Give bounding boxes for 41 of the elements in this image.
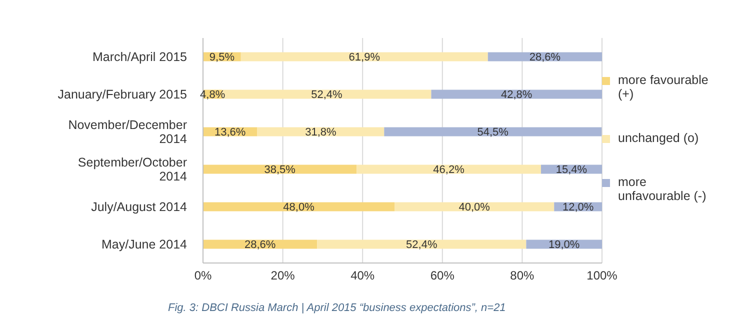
data-label: 52,4% [311,89,342,102]
x-tick-label: 60% [430,268,455,283]
x-tick-label: 80% [510,268,535,283]
x-tick-label: 0% [194,268,212,283]
bar [356,164,541,174]
y-tick-label: May/June 2014 [102,237,188,252]
data-label: 42,8% [501,89,532,102]
bar [384,127,602,136]
y-tick-label: January/February 2015 [58,87,188,102]
data-label: 12,0% [562,202,594,214]
legend-label: unchanged (o) [618,131,700,145]
y-tick-label: March/April 2015 [92,50,188,64]
data-label: 19,0% [548,239,580,252]
y-tick-label: September/October 2014 [78,155,188,184]
caption: Fig. 3: DBCI Russia March | April 2015 “business expectations”, n=21 [168,302,507,314]
data-label: 52,4% [406,239,438,252]
data-label: 28,6% [529,52,561,64]
x-tick-label: 20% [270,268,296,283]
data-label: 40,0% [458,202,490,214]
bar [240,52,488,62]
bar [203,164,357,174]
data-label: 31,8% [305,126,337,139]
bar [394,202,554,212]
data-label: 48,0% [283,202,315,214]
data-label: 9,5% [209,52,235,64]
x-tick-label: 40% [350,268,375,283]
x-tick-label: 100% [586,268,618,283]
data-label: 38,5% [264,164,296,176]
data-label: 61,9% [348,52,380,64]
data-label: 15,4% [556,164,588,176]
legend-label: more unfavourable (-) [618,175,708,203]
data-label: 54,5% [477,126,509,139]
bar [203,202,395,212]
y-tick-label: July/August 2014 [91,200,188,214]
data-label: 13,6% [214,126,246,139]
data-label: 46,2% [433,164,465,176]
bar [317,240,526,249]
bar [431,90,602,99]
data-label: 28,6% [244,239,276,252]
y-tick-label: November/December 2014 [68,118,188,146]
legend-label: more favourable (+) [618,73,710,101]
